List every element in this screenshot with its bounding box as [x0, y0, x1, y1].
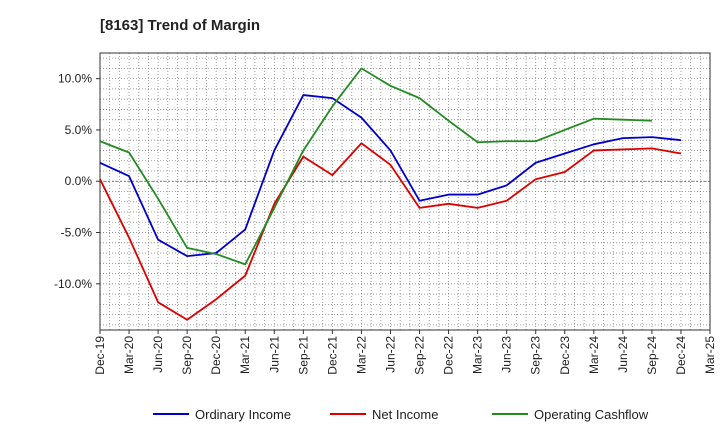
- legend-label: Operating Cashflow: [534, 407, 649, 422]
- x-tick-label: Jun-20: [151, 336, 165, 373]
- x-tick-label: Mar-25: [703, 336, 717, 374]
- x-tick-label: Mar-21: [238, 336, 252, 374]
- chart-title: [8163] Trend of Margin: [100, 17, 260, 34]
- legend: Ordinary Income Net Income Operating Cashf…: [153, 407, 649, 422]
- x-tick-label: Jun-24: [616, 336, 630, 373]
- y-tick-label: -5.0%: [61, 226, 93, 240]
- legend-label: Net Income: [372, 407, 438, 422]
- series-line-net-income: [99, 142, 682, 321]
- y-tick-label: 10.0%: [58, 72, 92, 86]
- x-tick-label: Mar-24: [587, 336, 601, 374]
- x-tick-label: Sep-22: [413, 336, 427, 375]
- x-tick-label: Dec-24: [674, 336, 688, 375]
- x-tick-label: Mar-22: [354, 336, 368, 374]
- x-tick-label: Sep-23: [529, 336, 543, 375]
- x-tick-label: Jun-22: [383, 336, 397, 373]
- series-line-ordinary-income: [99, 94, 682, 258]
- x-tick-label: Sep-24: [645, 336, 659, 375]
- x-tick-label: Jun-21: [267, 336, 281, 373]
- legend-label: Ordinary Income: [195, 407, 291, 422]
- series-line-operating-cashflow: [99, 67, 652, 266]
- x-tick-label: Dec-19: [93, 336, 107, 375]
- x-tick-label: Dec-23: [558, 336, 572, 375]
- plot-background: [100, 53, 710, 330]
- x-tick-label: Dec-22: [442, 336, 456, 375]
- y-tick-label: 5.0%: [65, 123, 93, 137]
- x-tick-label: Mar-20: [122, 336, 136, 374]
- x-tick-label: Jun-23: [500, 336, 514, 373]
- x-tick-label: Sep-21: [296, 336, 310, 375]
- y-tick-label: 0.0%: [65, 174, 93, 188]
- y-tick-label: -10.0%: [54, 277, 92, 291]
- x-tick-label: Sep-20: [180, 336, 194, 375]
- x-tick-label: Mar-23: [471, 336, 485, 374]
- x-tick-label: Dec-20: [209, 336, 223, 375]
- plot-area: 10.0% 5.0% 0.0% -5.0% -10.0% Dec-19 Mar-20 Jun-…: [54, 52, 717, 375]
- plot-frame: [99, 52, 711, 331]
- x-tick-label: Dec-21: [325, 336, 339, 375]
